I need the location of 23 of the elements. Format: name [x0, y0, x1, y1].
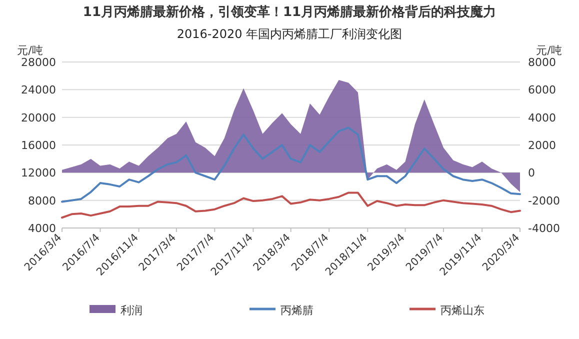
- y2-tick-label: 0: [528, 166, 535, 180]
- y2-tick-label: 2000: [528, 139, 556, 152]
- y-tick-label: 20000: [21, 111, 56, 124]
- y-tick-label: 4000: [28, 222, 56, 235]
- legend-label: 利润: [120, 304, 142, 317]
- line-series: [61, 192, 521, 219]
- y-tick-label: 28000: [21, 56, 56, 69]
- y-tick-label: 24000: [21, 84, 56, 97]
- legend-label: 丙烯腈: [280, 304, 314, 317]
- y2-tick-label: 8000: [528, 56, 556, 69]
- y-tick-label: 8000: [28, 194, 56, 208]
- y-tick-label: 16000: [21, 139, 56, 152]
- y-tick-label: 12000: [21, 166, 56, 180]
- text: 11月丙烯腈最新价格，引领变革！11月丙烯腈最新价格背后的科技魔力: [82, 4, 496, 20]
- y2-tick-label: 4000: [528, 111, 556, 124]
- y2-tick-label: -2000: [528, 194, 560, 208]
- chart-title: 2016-2020 年国内丙烯腈工厂利润变化图: [176, 27, 402, 41]
- y2-tick-label: -4000: [528, 222, 560, 235]
- y2-axis-title: 元/吨: [536, 44, 562, 57]
- y2-tick-label: 6000: [528, 84, 556, 97]
- legend-label: 丙烯山东: [440, 304, 484, 317]
- y-axis-title: 元/吨: [17, 44, 43, 57]
- line-series: [61, 126, 521, 203]
